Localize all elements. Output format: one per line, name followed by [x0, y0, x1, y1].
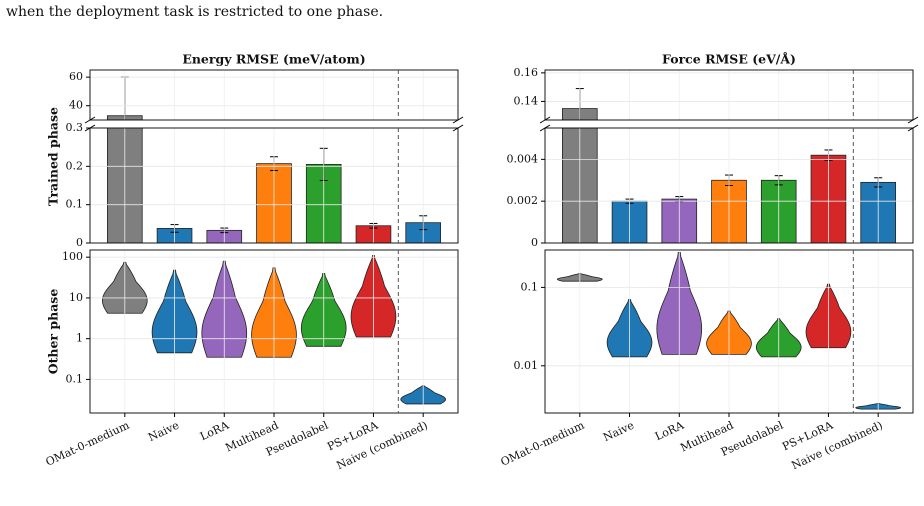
break-mark [84, 116, 96, 124]
x-tick-label: Naive (combined) [335, 419, 430, 473]
y-tick-label: 40 [69, 99, 83, 112]
x-tick-label: LoRA [198, 418, 232, 443]
axis-frame [89, 127, 459, 244]
axis-frame [89, 69, 459, 121]
x-tick-label: OMat-0-medium [499, 418, 587, 468]
y-tick-label: 10 [69, 291, 83, 304]
break-mark [907, 124, 919, 132]
y-axis-label: Other phase [46, 289, 61, 375]
break-mark [539, 124, 551, 132]
break-mark [84, 124, 96, 132]
y-axis-label: Trained phase [46, 107, 61, 206]
y-tick-label: 100 [62, 250, 83, 263]
chart-title: Force RMSE (eV/Å) [662, 52, 796, 67]
y-tick-label: 0.1 [66, 372, 84, 385]
break-mark [452, 116, 464, 124]
y-tick-label: 0.002 [507, 194, 539, 207]
y-tick-label: 0.1 [521, 280, 539, 293]
y-tick-label: 0.16 [514, 66, 539, 79]
x-tick-label: Naive (combined) [790, 419, 885, 473]
y-tick-label: 0.3 [66, 121, 84, 134]
y-tick-label: 0.1 [66, 198, 84, 211]
x-tick-label: OMat-0-medium [44, 418, 132, 468]
chart-title: Energy RMSE (meV/atom) [182, 52, 365, 67]
x-tick-label: LoRA [653, 418, 687, 443]
y-tick-label: 60 [69, 70, 83, 83]
axis-frame [544, 127, 914, 244]
y-tick-label: 0 [76, 236, 83, 249]
break-mark [539, 116, 551, 124]
x-tick-label: Naive [146, 419, 181, 444]
x-tick-label: Naive [601, 419, 636, 444]
y-tick-label: 0.004 [507, 152, 539, 165]
y-tick-label: 0.2 [66, 159, 84, 172]
y-tick-label: 0.14 [514, 94, 539, 107]
y-tick-label: 1 [76, 332, 83, 345]
axis-frame [544, 69, 914, 121]
y-tick-label: 0.01 [514, 359, 539, 372]
break-mark [907, 116, 919, 124]
caption: when the deployment task is restricted t… [6, 4, 383, 20]
y-tick-label: 0 [531, 236, 538, 249]
break-mark [452, 124, 464, 132]
